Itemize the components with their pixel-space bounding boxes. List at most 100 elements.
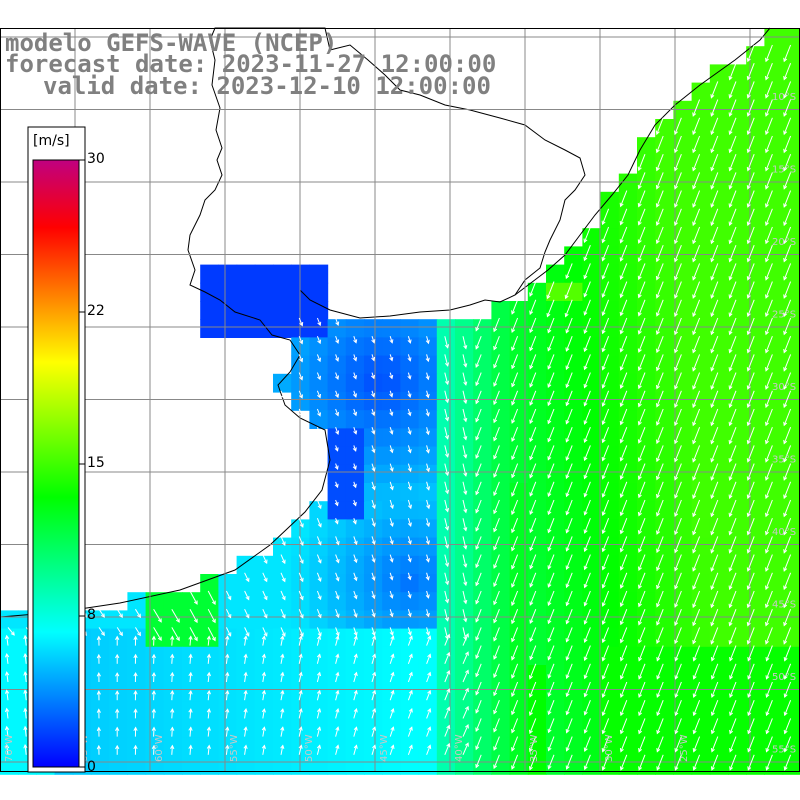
wind-arrow xyxy=(407,336,412,344)
wind-cell xyxy=(546,665,565,684)
wind-cell xyxy=(582,519,602,539)
wind-arrow xyxy=(371,408,376,417)
wind-arrow xyxy=(511,390,519,406)
wind-cell xyxy=(200,319,219,338)
wind-arrow xyxy=(298,635,303,646)
wind-arrow xyxy=(728,627,737,645)
wind-arrow xyxy=(444,481,450,495)
wind-arrow xyxy=(244,590,250,601)
wind-arrow xyxy=(493,408,500,424)
wind-cell xyxy=(382,756,401,775)
wind-arrow xyxy=(583,718,591,734)
wind-cell xyxy=(673,210,693,229)
wind-arrow xyxy=(656,554,664,572)
wind-arrow xyxy=(692,263,701,281)
wind-arrow xyxy=(371,744,377,755)
wind-cell xyxy=(509,373,529,393)
wind-cell xyxy=(273,282,292,302)
wind-arrow xyxy=(371,390,376,398)
wind-arrow xyxy=(371,671,377,683)
wind-cell xyxy=(691,610,711,630)
wind-cell xyxy=(473,756,492,775)
wind-arrow xyxy=(316,653,322,664)
wind-arrow xyxy=(389,671,395,683)
wind-cell xyxy=(527,537,547,557)
wind-cell xyxy=(364,319,383,338)
wind-cell xyxy=(309,373,329,393)
wind-cell xyxy=(709,191,729,211)
wind-cell xyxy=(254,610,274,630)
wind-cell xyxy=(728,264,747,284)
wind-cell xyxy=(291,756,310,775)
wind-arrow xyxy=(23,634,28,646)
wind-arrow xyxy=(783,354,792,372)
wind-arrow xyxy=(23,725,28,737)
wind-cell xyxy=(527,574,547,593)
wind-cell xyxy=(364,428,383,448)
wind-arrow xyxy=(371,536,376,545)
wind-arrow xyxy=(565,700,573,716)
wind-arrow xyxy=(352,445,357,452)
wind-arrow xyxy=(475,354,482,368)
wind-arrow xyxy=(710,554,719,572)
wind-cell xyxy=(327,446,347,466)
wind-cell xyxy=(109,628,128,648)
wind-arrow xyxy=(511,445,519,461)
wind-arrow xyxy=(4,725,10,737)
wind-cell xyxy=(600,319,620,338)
wind-arrow xyxy=(565,481,573,498)
wind-cell xyxy=(655,665,674,684)
wind-arrow xyxy=(746,190,755,208)
wind-cell xyxy=(509,592,529,611)
wind-cell xyxy=(746,191,765,211)
wind-arrow xyxy=(298,390,303,399)
wind-cell xyxy=(782,210,800,229)
wind-arrow xyxy=(353,689,358,701)
wind-cell xyxy=(382,337,401,357)
wind-cell xyxy=(600,719,620,739)
wind-arrow xyxy=(133,635,138,646)
wind-arrow xyxy=(674,536,682,554)
wind-arrow xyxy=(783,99,792,117)
wind-cell xyxy=(673,373,693,393)
wind-arrow xyxy=(133,690,138,701)
wind-cell xyxy=(728,282,747,302)
wind-cell xyxy=(782,628,800,648)
wind-cell xyxy=(473,446,492,466)
wind-arrow xyxy=(171,627,180,642)
wind-arrow xyxy=(583,354,591,371)
wind-arrow xyxy=(529,609,537,624)
wind-arrow xyxy=(765,390,773,409)
wind-arrow xyxy=(710,627,719,645)
wind-arrow xyxy=(371,708,377,719)
wind-arrow xyxy=(280,572,286,583)
wind-cell xyxy=(618,173,638,193)
wind-cell xyxy=(491,319,511,338)
wind-arrow xyxy=(728,499,737,518)
wind-cell xyxy=(782,246,800,266)
wind-cell xyxy=(582,719,602,739)
wind-arrow xyxy=(619,536,628,553)
wind-cell xyxy=(491,683,511,702)
wind-arrow xyxy=(637,226,646,244)
wind-cell xyxy=(382,574,401,593)
wind-arrow xyxy=(280,744,285,755)
wind-cell xyxy=(491,301,511,320)
wind-arrow xyxy=(565,390,573,407)
wind-arrow xyxy=(656,518,664,535)
wind-cell xyxy=(509,756,529,775)
wind-arrow xyxy=(493,372,500,387)
wind-cell xyxy=(91,737,110,757)
wind-arrow xyxy=(674,117,682,136)
wind-cell xyxy=(473,719,492,739)
wind-arrow xyxy=(243,744,248,755)
wind-cell xyxy=(509,628,529,648)
wind-arrow xyxy=(655,172,664,190)
wind-arrow xyxy=(352,390,357,398)
wind-cell xyxy=(637,628,656,648)
wind-cell xyxy=(582,737,602,757)
wind-arrow xyxy=(475,390,482,405)
wind-cell xyxy=(764,665,784,684)
wind-arrow xyxy=(765,681,773,698)
wind-arrow xyxy=(371,463,376,472)
